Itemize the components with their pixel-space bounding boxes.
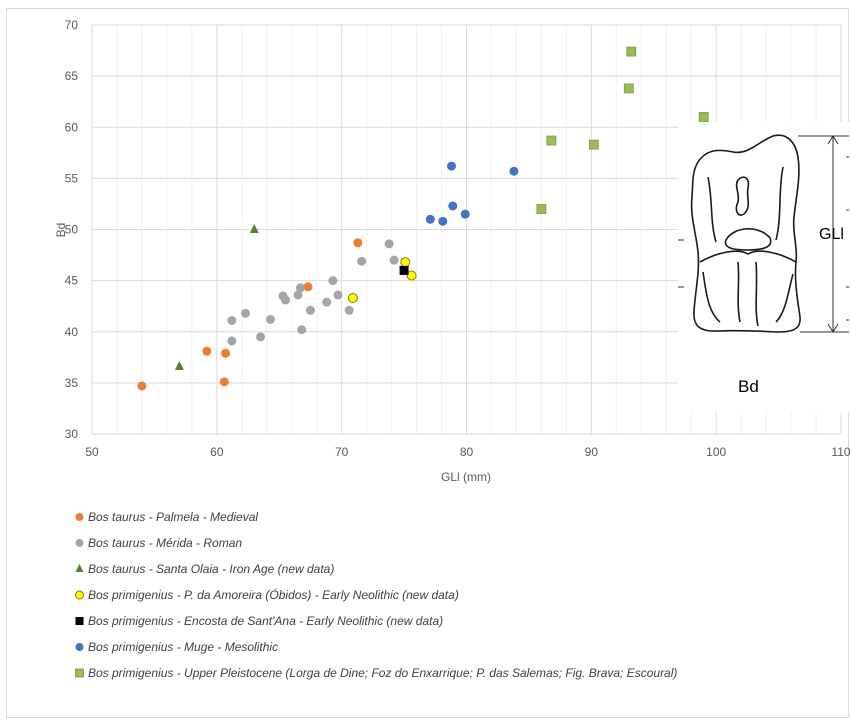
y-axis-title: Bd <box>54 223 68 238</box>
data-point-series-2 <box>241 308 251 318</box>
y-tick-label: 45 <box>65 274 79 288</box>
legend-item: Bos taurus - Palmela - Medieval <box>74 510 258 528</box>
data-point-series-2 <box>297 325 307 335</box>
data-point-series-2 <box>227 316 237 326</box>
data-point-series-1 <box>303 282 313 292</box>
data-point-series-5 <box>399 265 409 275</box>
data-point-series-3 <box>249 224 259 233</box>
legend-label: Bos taurus - Palmela - Medieval <box>88 510 259 524</box>
gli-label: GLl <box>819 226 844 243</box>
data-point-series-1 <box>202 346 212 356</box>
data-points <box>137 46 709 391</box>
legend-item: Bos primigenius - Muge - Mesolithic <box>74 640 278 658</box>
data-point-series-1 <box>219 377 229 387</box>
y-tick-label: 35 <box>65 376 79 390</box>
data-point-series-2 <box>389 255 399 265</box>
data-point-series-7 <box>626 46 637 57</box>
data-point-series-2 <box>227 336 237 346</box>
astragalus-diagram: GLl Bd <box>678 122 849 412</box>
data-point-series-1 <box>353 238 363 248</box>
legend-item: Bos primigenius - Upper Pleistocene (Lor… <box>74 666 677 684</box>
legend-item: Bos primigenius - P. da Amoreira (Óbidos… <box>74 588 459 606</box>
astragalus-bone-drawing <box>690 134 801 333</box>
gridlines <box>91 24 842 435</box>
legend-label: Bos primigenius - Upper Pleistocene (Lor… <box>88 666 678 680</box>
legend-item: Bos taurus - Mérida - Roman <box>74 536 242 554</box>
data-point-series-7 <box>698 112 709 122</box>
legend-label: Bos taurus - Santa Olaia - Iron Age (new… <box>88 562 335 576</box>
legend-label: Bos primigenius - Muge - Mesolithic <box>88 640 279 654</box>
data-point-series-2 <box>266 314 276 324</box>
data-point-series-6 <box>460 209 470 219</box>
legend-marker <box>75 617 84 626</box>
data-point-series-4 <box>406 270 417 281</box>
y-tick-label: 65 <box>65 69 79 83</box>
data-point-series-7 <box>623 83 634 94</box>
data-point-series-2 <box>293 290 303 300</box>
x-tick-label: 100 <box>706 445 726 459</box>
data-point-series-2 <box>384 239 394 249</box>
y-tick-label: 30 <box>65 427 79 441</box>
data-point-series-2 <box>280 295 290 305</box>
data-point-series-2 <box>295 283 305 293</box>
data-point-series-6 <box>447 161 457 171</box>
data-point-series-2 <box>333 290 343 300</box>
data-point-series-7 <box>588 139 599 150</box>
legend-marker <box>75 590 84 600</box>
data-point-series-6 <box>425 214 435 224</box>
y-tick-label: 55 <box>65 171 79 185</box>
data-point-series-4 <box>400 257 411 268</box>
data-point-series-2 <box>322 297 332 307</box>
x-axis-title: GLl (mm) <box>441 470 491 484</box>
data-point-series-6 <box>448 201 458 211</box>
data-point-series-6 <box>438 216 448 226</box>
legend-marker <box>75 668 84 678</box>
data-point-series-1 <box>221 348 231 358</box>
x-tick-label: 60 <box>210 445 224 459</box>
y-tick-label: 40 <box>65 325 79 339</box>
x-tick-label: 80 <box>460 445 474 459</box>
data-point-series-1 <box>137 381 147 391</box>
data-point-series-2 <box>328 276 338 286</box>
legend-item: Bos primigenius - Encosta de Sant'Ana - … <box>74 614 443 632</box>
x-tick-label: 70 <box>335 445 349 459</box>
y-tick-label: 60 <box>65 120 79 134</box>
data-point-series-2 <box>344 305 354 315</box>
x-tick-label: 90 <box>585 445 599 459</box>
y-tick-label: 70 <box>65 18 79 32</box>
dimension-lines <box>678 135 849 333</box>
data-point-series-7 <box>546 135 557 146</box>
legend-marker <box>75 539 84 548</box>
data-point-series-7 <box>536 204 547 214</box>
legend-label: Bos primigenius - P. da Amoreira (Óbidos… <box>88 588 459 602</box>
data-point-series-2 <box>357 256 367 266</box>
legend-marker <box>75 643 84 652</box>
legend-item: Bos taurus - Santa Olaia - Iron Age (new… <box>74 562 334 580</box>
data-point-series-4 <box>347 293 358 304</box>
bd-label: Bd <box>738 377 759 396</box>
data-point-series-3 <box>174 361 184 371</box>
legend-label: Bos taurus - Mérida - Roman <box>88 536 243 550</box>
x-tick-label: 110 <box>831 445 850 459</box>
data-point-series-6 <box>509 166 519 176</box>
legend-marker <box>75 513 84 522</box>
legend-marker <box>75 564 84 573</box>
tick-labels: 50 60 70 80 90 100 110 30 35 40 45 50 55 60 65 70 <box>65 18 851 459</box>
legend-label: Bos primigenius - Encosta de Sant'Ana - … <box>88 614 444 628</box>
y-tick-label: 50 <box>65 223 79 237</box>
data-point-series-2 <box>305 305 315 315</box>
data-point-series-2 <box>256 332 266 342</box>
x-tick-label: 50 <box>85 445 99 459</box>
